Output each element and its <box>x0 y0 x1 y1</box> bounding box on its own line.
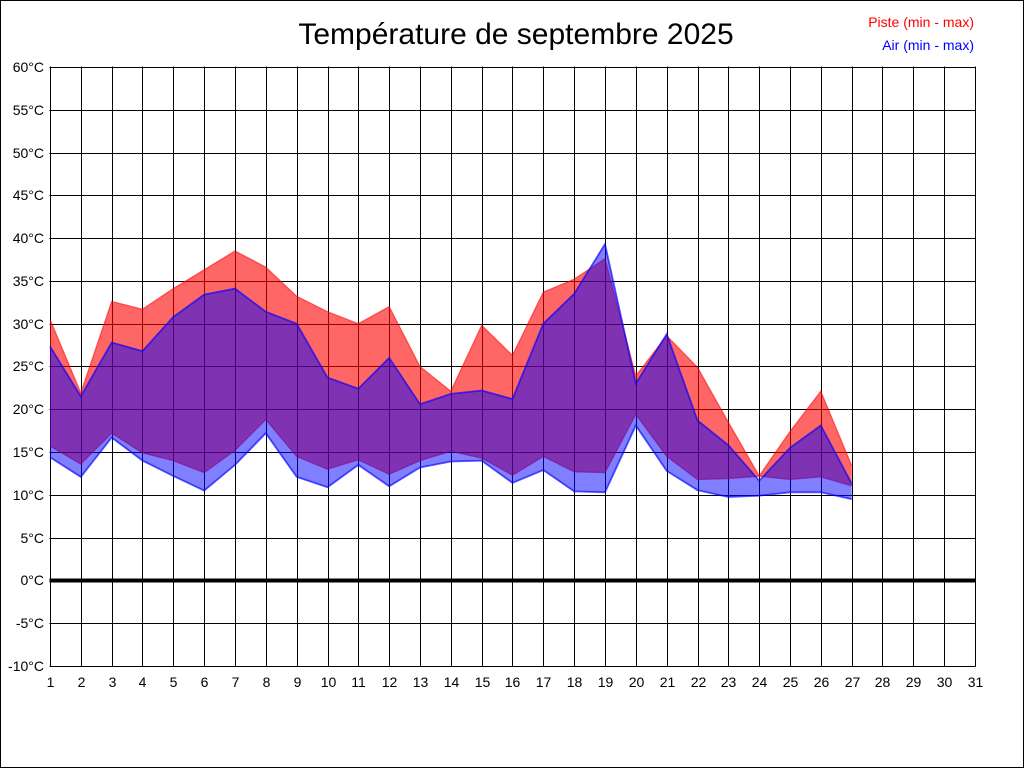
svg-text:4: 4 <box>139 674 147 690</box>
svg-text:29: 29 <box>906 674 922 690</box>
svg-text:25: 25 <box>783 674 799 690</box>
svg-text:30: 30 <box>937 674 953 690</box>
svg-text:31: 31 <box>968 674 984 690</box>
svg-text:21: 21 <box>660 674 676 690</box>
svg-text:30°C: 30°C <box>13 316 44 332</box>
svg-text:0°C: 0°C <box>21 572 45 588</box>
svg-text:6: 6 <box>201 674 209 690</box>
svg-text:Piste (min - max): Piste (min - max) <box>868 14 974 30</box>
svg-text:-10°C: -10°C <box>8 658 44 674</box>
svg-text:19: 19 <box>598 674 614 690</box>
svg-text:27: 27 <box>845 674 861 690</box>
svg-text:25°C: 25°C <box>13 358 44 374</box>
svg-text:Température de septembre 2025: Température de septembre 2025 <box>298 18 733 51</box>
svg-text:5°C: 5°C <box>21 530 45 546</box>
svg-text:23: 23 <box>721 674 737 690</box>
svg-text:10°C: 10°C <box>13 487 44 503</box>
svg-text:16: 16 <box>505 674 521 690</box>
svg-text:8: 8 <box>263 674 271 690</box>
svg-text:5: 5 <box>170 674 178 690</box>
svg-text:7: 7 <box>232 674 240 690</box>
svg-text:22: 22 <box>691 674 707 690</box>
svg-text:28: 28 <box>875 674 891 690</box>
svg-text:Air (min - max): Air (min - max) <box>882 37 974 53</box>
svg-text:45°C: 45°C <box>13 187 44 203</box>
svg-text:14: 14 <box>444 674 460 690</box>
svg-text:35°C: 35°C <box>13 273 44 289</box>
svg-text:50°C: 50°C <box>13 145 44 161</box>
svg-text:3: 3 <box>109 674 117 690</box>
svg-text:11: 11 <box>351 674 366 690</box>
svg-text:20°C: 20°C <box>13 401 44 417</box>
svg-text:55°C: 55°C <box>13 102 44 118</box>
svg-text:26: 26 <box>814 674 830 690</box>
svg-text:2: 2 <box>78 674 86 690</box>
svg-text:20: 20 <box>629 674 645 690</box>
svg-text:9: 9 <box>294 674 302 690</box>
svg-text:13: 13 <box>413 674 429 690</box>
svg-text:-5°C: -5°C <box>16 615 44 631</box>
svg-text:60°C: 60°C <box>13 59 44 75</box>
svg-text:17: 17 <box>536 674 552 690</box>
svg-text:1: 1 <box>47 674 55 690</box>
svg-text:10: 10 <box>321 674 337 690</box>
svg-text:15: 15 <box>475 674 491 690</box>
svg-text:40°C: 40°C <box>13 230 44 246</box>
svg-text:18: 18 <box>567 674 583 690</box>
svg-text:12: 12 <box>382 674 398 690</box>
svg-text:15°C: 15°C <box>13 444 44 460</box>
svg-text:24: 24 <box>752 674 768 690</box>
